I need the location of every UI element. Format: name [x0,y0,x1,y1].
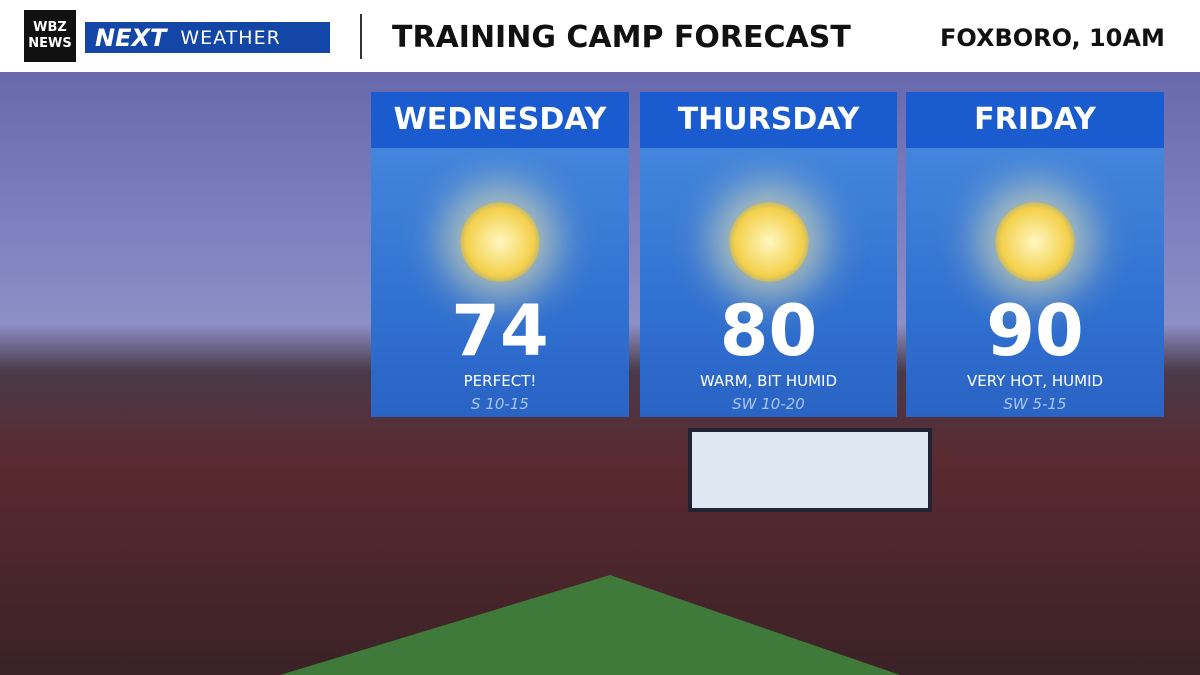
logo-top: WBZ [33,20,67,35]
wind: SW 10-20 [732,395,805,413]
sun-icon [995,202,1075,282]
condition: PERFECT! [463,372,537,390]
logo-bottom: NEWS [28,36,72,51]
scoreboard [688,428,932,512]
brand: NEXT WEATHER [85,22,330,53]
sun-icon [460,202,540,282]
wind: S 10-15 [471,395,529,413]
brand-sub: WEATHER [180,26,281,49]
condition: VERY HOT, HUMID [966,372,1104,390]
field [280,575,900,675]
brand-name: NEXT [95,23,167,52]
day-name: WEDNESDAY [371,92,629,148]
condition: WARM, BIT HUMID [700,372,837,390]
header: WBZ NEWS NEXT WEATHER TRAINING CAMP FORECA… [0,0,1200,72]
divider [360,14,362,59]
day-name: FRIDAY [906,92,1164,148]
wind: SW 5-15 [1003,395,1067,413]
day-panel: WEDNESDAY 74 PERFECT! S 10-15 [371,92,629,417]
temperature: 80 [719,290,818,372]
logo: WBZ NEWS [24,10,76,62]
day-name: THURSDAY [640,92,897,148]
title: TRAINING CAMP FORECAST [392,20,851,55]
temperature: 90 [986,290,1084,372]
temperature: 74 [451,290,549,372]
location: FOXBORO, 10AM [940,24,1165,52]
sun-icon [728,202,809,282]
day-panel: FRIDAY 90 VERY HOT, HUMID SW 5-15 [906,92,1164,417]
day-panel: THURSDAY 80 WARM, BIT HUMID SW 10-20 [640,92,897,417]
